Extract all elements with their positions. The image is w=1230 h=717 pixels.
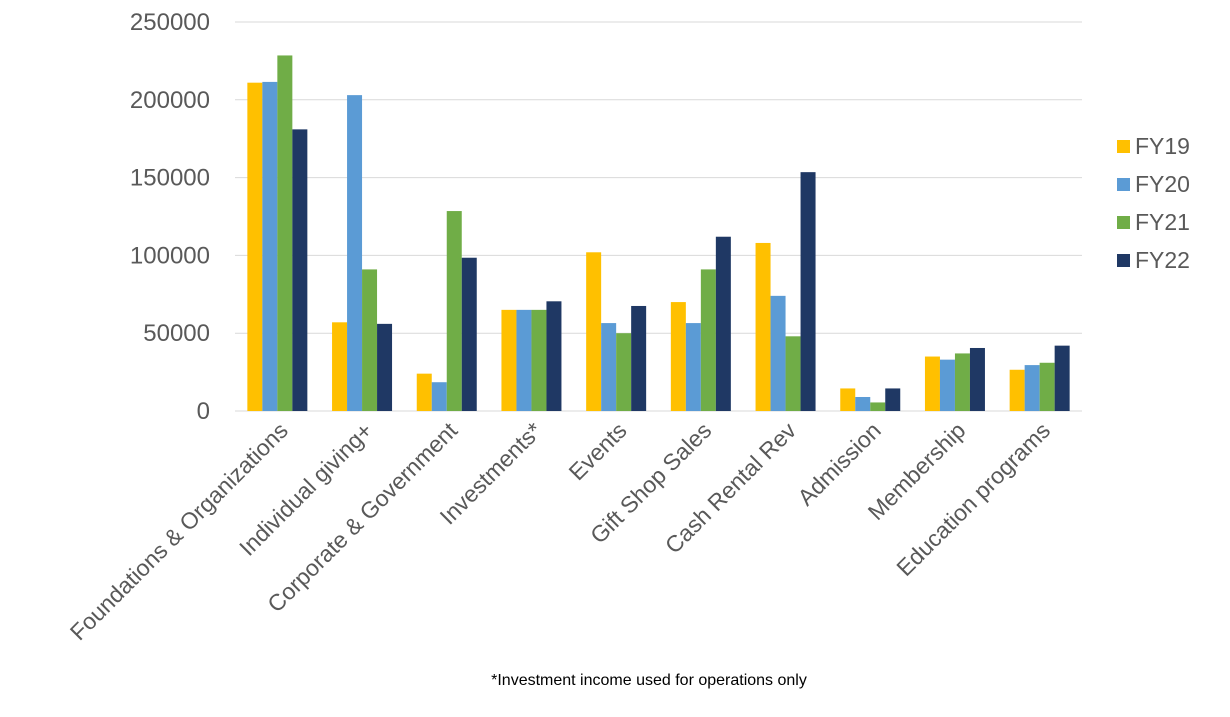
- bar-fy20-2: [431, 382, 447, 411]
- legend: FY19 FY20 FY21 FY22: [1117, 133, 1190, 273]
- bar-fy19-6: [755, 242, 771, 411]
- y-axis-ticks: 0 50000 100000 150000 200000 250000: [130, 9, 210, 425]
- bar-fy20-4: [601, 323, 617, 411]
- x-tick-label: Education programs: [891, 417, 1055, 581]
- y-tick-label: 100000: [130, 242, 210, 269]
- legend-swatch-fy21: [1117, 216, 1130, 229]
- footnote: *Investment income used for operations o…: [491, 672, 807, 689]
- bar-fy19-2: [416, 373, 432, 411]
- legend-label-fy21: FY21: [1135, 209, 1190, 235]
- bar-fy21-8: [954, 353, 970, 411]
- bar-fy22-5: [715, 236, 731, 411]
- legend-swatch-fy20: [1117, 178, 1130, 191]
- legend-label-fy20: FY20: [1135, 171, 1190, 197]
- bar-fy19-9: [1009, 369, 1025, 411]
- bar-fy19-7: [840, 388, 856, 411]
- bar-fy21-9: [1039, 362, 1055, 411]
- bar-fy22-3: [546, 301, 562, 411]
- legend-label-fy19: FY19: [1135, 133, 1190, 159]
- bar-fy21-3: [531, 309, 547, 411]
- y-tick-label: 150000: [130, 165, 210, 192]
- bar-fy19-4: [586, 252, 602, 411]
- bar-fy19-3: [501, 309, 517, 411]
- bar-fy21-0: [277, 55, 293, 411]
- bar-fy21-1: [362, 269, 378, 411]
- legend-swatch-fy19: [1117, 140, 1130, 153]
- y-tick-label: 50000: [143, 320, 210, 347]
- bar-fy20-1: [347, 95, 363, 411]
- bar-fy19-1: [332, 322, 348, 411]
- bar-fy21-5: [700, 269, 716, 411]
- bar-fy22-7: [885, 388, 901, 411]
- bar-fy21-4: [616, 333, 632, 411]
- bar-fy22-9: [1054, 345, 1070, 411]
- bar-fy19-8: [924, 356, 940, 411]
- bar-fy20-5: [685, 323, 701, 411]
- bar-fy21-2: [446, 211, 462, 411]
- bar-fy19-5: [670, 302, 686, 411]
- bar-fy22-1: [377, 323, 393, 411]
- y-tick-label: 200000: [130, 87, 210, 114]
- legend-swatch-fy22: [1117, 254, 1130, 267]
- bar-fy21-6: [785, 336, 801, 411]
- bar-fy22-0: [292, 129, 308, 411]
- bar-fy20-7: [855, 396, 871, 411]
- bar-fy20-6: [770, 295, 786, 411]
- y-tick-label: 0: [197, 398, 210, 425]
- bar-fy22-2: [461, 257, 477, 411]
- bar-fy22-8: [969, 347, 985, 411]
- bar-fy20-0: [262, 81, 278, 411]
- bar-fy20-3: [516, 309, 532, 411]
- y-tick-label: 250000: [130, 9, 210, 36]
- bar-fy22-6: [800, 172, 816, 411]
- bar-fy20-8: [939, 359, 955, 411]
- bar-fy20-9: [1024, 365, 1040, 411]
- bar-fy19-0: [247, 82, 263, 412]
- bar-fy21-7: [870, 402, 886, 411]
- bar-fy22-4: [631, 305, 647, 411]
- bars: [247, 55, 1070, 412]
- legend-label-fy22: FY22: [1135, 247, 1190, 273]
- x-tick-label: Events: [564, 417, 632, 485]
